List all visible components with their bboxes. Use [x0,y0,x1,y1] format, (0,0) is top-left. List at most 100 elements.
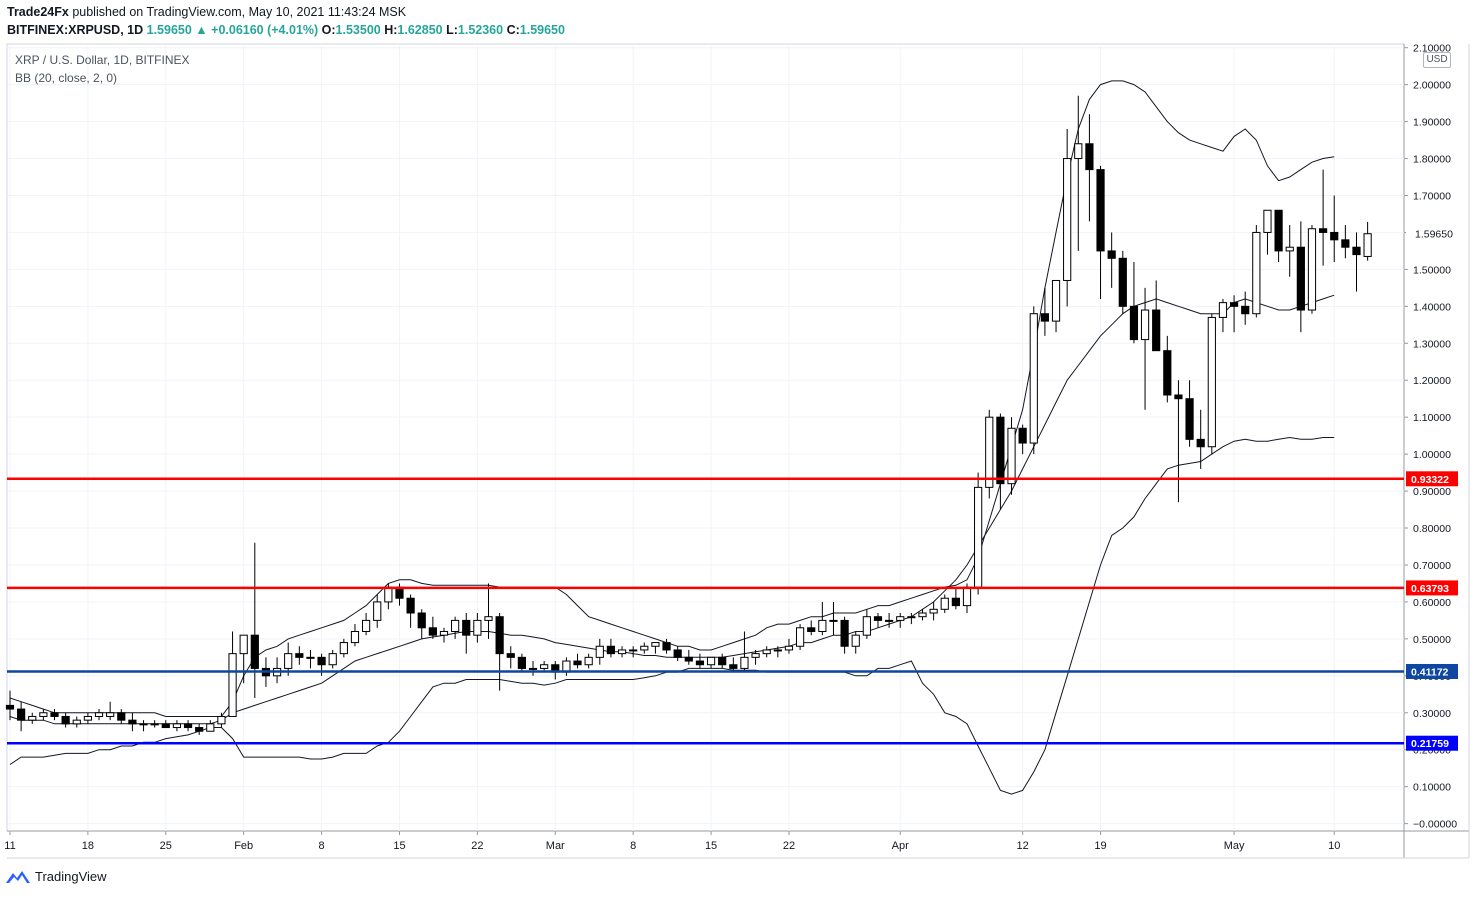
candle-up [962,586,972,607]
candle-up [1363,233,1372,257]
candle-down [1352,246,1361,256]
candle-up [617,649,627,655]
candle-up [239,634,248,655]
plot-area[interactable] [6,43,1405,832]
candle-up [795,627,805,647]
candle-up [629,649,638,652]
y-tick-label: 1.70000 [1413,190,1451,202]
candle-up [1263,209,1272,233]
level-price-label: 0.41172 [1411,666,1449,678]
candle-up [228,653,237,717]
publisher-name[interactable]: Trade24Fx [7,5,69,19]
low-value: 1.52360 [457,23,504,37]
candle-down [1229,302,1239,307]
close-value: 1.59650 [519,23,565,37]
candle-up [1074,143,1083,160]
x-tick-label: 25 [160,840,172,852]
candle-down [951,597,960,607]
candle-up [751,653,760,658]
candle-up [217,715,226,725]
candle-up [740,656,749,669]
candle-down [1341,239,1350,248]
currency-badge[interactable]: USD [1423,52,1451,68]
candle-down [729,664,738,669]
candle-up [974,486,983,588]
open-label: O: [321,23,336,37]
y-tick-label: 1.10000 [1413,412,1451,424]
y-tick-label: 1.30000 [1413,338,1451,350]
y-tick-label: 1.00000 [1413,449,1451,461]
candle-up [139,723,148,726]
candle-down [517,656,526,669]
candle-up [1218,302,1228,318]
candle-up [1285,246,1294,252]
level-price-tag [1406,735,1458,751]
x-tick-label: Apr [892,840,909,852]
candle-up [773,649,782,652]
candle-up [918,612,927,618]
x-tick-label: 15 [705,840,717,852]
candle-down [50,712,59,717]
candle-up [350,630,360,644]
candle-up [1252,231,1261,315]
x-tick-label: 8 [630,840,636,852]
candle-down [1085,143,1094,171]
series-legend[interactable]: XRP / U.S. Dollar, 1D, BITFINEX [15,53,190,67]
indicator-legend[interactable]: BB (20, close, 2, 0) [15,71,118,85]
y-tick-label: 0.90000 [1413,486,1451,498]
level-price-label: 0.63793 [1411,583,1449,595]
candle-down [417,612,426,629]
candle-up [985,416,994,488]
x-tick-label: 10 [1328,840,1340,852]
low-label: L: [446,23,458,37]
candle-down [662,642,671,651]
symbol-name[interactable]: BITFINEX:XRPUSD, 1D [7,23,144,37]
candle-down [1096,169,1105,252]
level-price-tag [1406,471,1458,487]
candle-down [161,723,170,729]
candle-up [640,645,649,651]
close-label: C: [506,23,520,37]
candle-down [1129,305,1139,341]
y-tick-label: 1.40000 [1413,301,1451,313]
candle-up [94,712,104,717]
candle-up [361,619,371,632]
candle-up [284,653,293,669]
candle-up [150,723,159,726]
candle-up [172,723,182,729]
published-text: published on TradingView.com, May 10, 20… [72,5,407,19]
y-tick-label: 1.90000 [1413,117,1451,129]
candle-down [1152,309,1161,352]
candle-up [851,634,860,647]
x-tick-label: Mar [546,840,565,852]
candle-up [940,597,949,610]
candle-up [1140,309,1150,341]
high-label: H: [384,23,398,37]
y-tick-label: 1.50000 [1413,264,1451,276]
candle-up [328,653,337,666]
candle-up [1063,158,1072,281]
candle-down [573,660,582,666]
candle-down [1185,398,1194,440]
candle-up [439,630,449,636]
tradingview-logo[interactable]: TradingView [6,869,107,884]
candle-up [862,616,871,636]
candle-up [1029,313,1038,444]
candle-down [1040,313,1050,322]
candle-up [896,616,905,621]
candle-up [907,616,916,619]
candle-up [885,619,894,622]
publish-info: Trade24Fx published on TradingView.com, … [7,5,406,19]
candle-up [72,719,81,725]
candle-up [829,619,838,622]
candle-down [183,723,193,729]
symbol-line: BITFINEX:XRPUSD, 1D 1.59650 ▲ +0.06160 (… [7,23,565,37]
candle-up [929,608,938,614]
candle-up [1207,316,1216,448]
y-tick-label: 1.80000 [1413,154,1451,166]
candle-up [384,586,393,603]
y-tick-label: 2.00000 [1413,80,1451,92]
y-tick-label: 0.50000 [1413,634,1451,646]
candle-down [295,653,304,658]
